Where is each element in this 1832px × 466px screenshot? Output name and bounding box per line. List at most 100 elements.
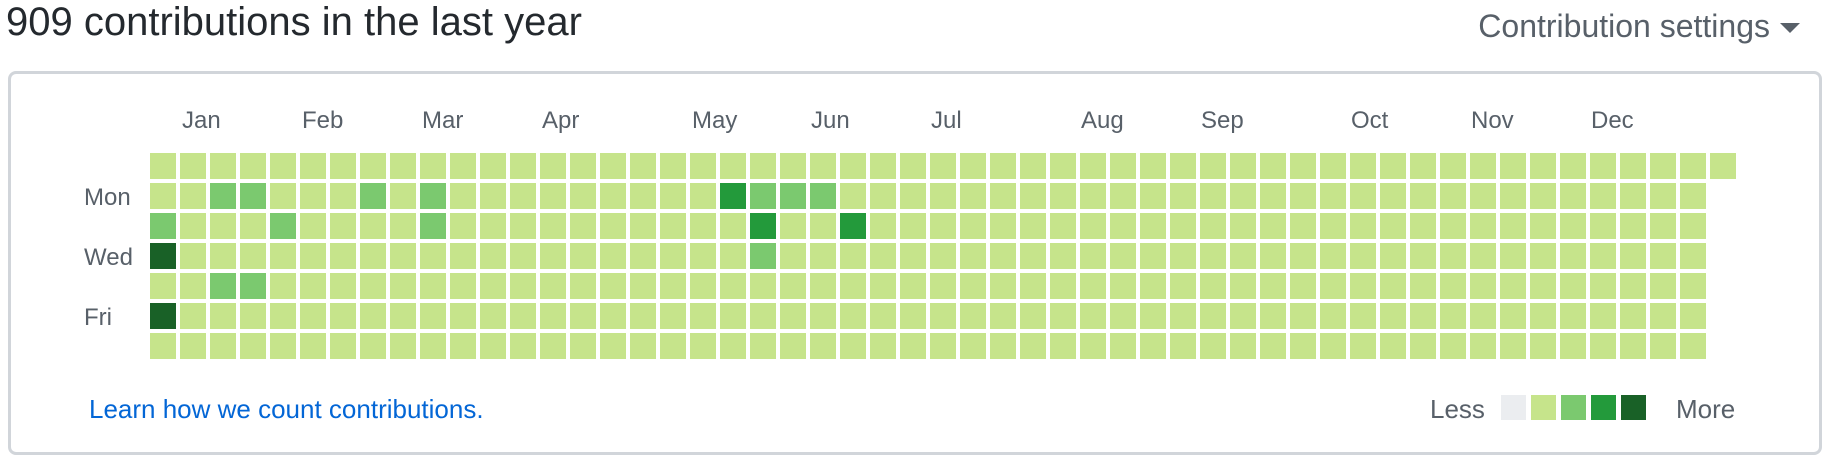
contribution-day-cell[interactable] [840, 153, 866, 179]
contribution-day-cell[interactable] [1050, 213, 1076, 239]
contribution-day-cell[interactable] [1320, 183, 1346, 209]
contribution-day-cell[interactable] [1560, 153, 1586, 179]
contribution-day-cell[interactable] [1380, 153, 1406, 179]
contribution-day-cell[interactable] [150, 213, 176, 239]
contribution-day-cell[interactable] [180, 333, 206, 359]
contribution-day-cell[interactable] [570, 213, 596, 239]
contribution-day-cell[interactable] [360, 273, 386, 299]
contribution-day-cell[interactable] [990, 333, 1016, 359]
contribution-day-cell[interactable] [870, 213, 896, 239]
contribution-day-cell[interactable] [1110, 303, 1136, 329]
contribution-day-cell[interactable] [180, 273, 206, 299]
contribution-day-cell[interactable] [480, 153, 506, 179]
contribution-day-cell[interactable] [780, 333, 806, 359]
contribution-day-cell[interactable] [810, 303, 836, 329]
contribution-day-cell[interactable] [1140, 213, 1166, 239]
contribution-day-cell[interactable] [1530, 213, 1556, 239]
contribution-day-cell[interactable] [570, 153, 596, 179]
contribution-day-cell[interactable] [690, 243, 716, 269]
contribution-day-cell[interactable] [450, 243, 476, 269]
contribution-day-cell[interactable] [1320, 333, 1346, 359]
contribution-day-cell[interactable] [660, 183, 686, 209]
contribution-day-cell[interactable] [450, 333, 476, 359]
contribution-day-cell[interactable] [1650, 153, 1676, 179]
contribution-day-cell[interactable] [1080, 303, 1106, 329]
contribution-day-cell[interactable] [330, 213, 356, 239]
contribution-day-cell[interactable] [210, 273, 236, 299]
contribution-day-cell[interactable] [240, 243, 266, 269]
contribution-day-cell[interactable] [960, 183, 986, 209]
contribution-day-cell[interactable] [180, 243, 206, 269]
contribution-day-cell[interactable] [1170, 183, 1196, 209]
contribution-day-cell[interactable] [720, 183, 746, 209]
contribution-day-cell[interactable] [1590, 273, 1616, 299]
contribution-day-cell[interactable] [1590, 243, 1616, 269]
contribution-day-cell[interactable] [1320, 303, 1346, 329]
contribution-day-cell[interactable] [540, 333, 566, 359]
contribution-day-cell[interactable] [1230, 243, 1256, 269]
contribution-day-cell[interactable] [1560, 333, 1586, 359]
contribution-day-cell[interactable] [990, 243, 1016, 269]
contribution-day-cell[interactable] [330, 183, 356, 209]
contribution-day-cell[interactable] [990, 213, 1016, 239]
contribution-day-cell[interactable] [1350, 183, 1376, 209]
contribution-day-cell[interactable] [960, 303, 986, 329]
contribution-day-cell[interactable] [930, 213, 956, 239]
contribution-day-cell[interactable] [300, 273, 326, 299]
contribution-day-cell[interactable] [480, 333, 506, 359]
contribution-day-cell[interactable] [510, 183, 536, 209]
contribution-day-cell[interactable] [1260, 333, 1286, 359]
contribution-day-cell[interactable] [570, 243, 596, 269]
contribution-day-cell[interactable] [1380, 273, 1406, 299]
contribution-day-cell[interactable] [1560, 243, 1586, 269]
contribution-day-cell[interactable] [1260, 273, 1286, 299]
contribution-day-cell[interactable] [960, 333, 986, 359]
contribution-day-cell[interactable] [720, 243, 746, 269]
contribution-day-cell[interactable] [1380, 333, 1406, 359]
contribution-day-cell[interactable] [1410, 333, 1436, 359]
contribution-day-cell[interactable] [390, 183, 416, 209]
contribution-day-cell[interactable] [840, 333, 866, 359]
contribution-day-cell[interactable] [210, 333, 236, 359]
contribution-day-cell[interactable] [1200, 213, 1226, 239]
contribution-day-cell[interactable] [270, 303, 296, 329]
contribution-day-cell[interactable] [210, 153, 236, 179]
contribution-day-cell[interactable] [810, 213, 836, 239]
contribution-day-cell[interactable] [210, 243, 236, 269]
contribution-day-cell[interactable] [240, 333, 266, 359]
contribution-day-cell[interactable] [1650, 333, 1676, 359]
contribution-day-cell[interactable] [1080, 153, 1106, 179]
contribution-day-cell[interactable] [1320, 213, 1346, 239]
contribution-day-cell[interactable] [1170, 243, 1196, 269]
contribution-day-cell[interactable] [930, 333, 956, 359]
contribution-day-cell[interactable] [360, 153, 386, 179]
contribution-day-cell[interactable] [990, 183, 1016, 209]
contribution-day-cell[interactable] [1080, 333, 1106, 359]
contribution-day-cell[interactable] [180, 153, 206, 179]
contribution-day-cell[interactable] [1260, 183, 1286, 209]
contribution-day-cell[interactable] [1620, 303, 1646, 329]
contribution-day-cell[interactable] [780, 303, 806, 329]
contribution-day-cell[interactable] [1230, 213, 1256, 239]
contribution-day-cell[interactable] [1140, 333, 1166, 359]
contribution-day-cell[interactable] [1260, 213, 1286, 239]
contribution-day-cell[interactable] [510, 303, 536, 329]
contribution-day-cell[interactable] [390, 273, 416, 299]
contribution-day-cell[interactable] [1590, 303, 1616, 329]
contribution-day-cell[interactable] [630, 333, 656, 359]
contribution-day-cell[interactable] [1410, 213, 1436, 239]
contribution-day-cell[interactable] [1620, 153, 1646, 179]
contribution-day-cell[interactable] [150, 333, 176, 359]
contribution-day-cell[interactable] [360, 333, 386, 359]
contribution-day-cell[interactable] [390, 213, 416, 239]
contribution-day-cell[interactable] [210, 213, 236, 239]
contribution-day-cell[interactable] [960, 213, 986, 239]
contribution-day-cell[interactable] [900, 303, 926, 329]
contribution-day-cell[interactable] [540, 243, 566, 269]
contribution-day-cell[interactable] [1290, 333, 1316, 359]
contribution-day-cell[interactable] [1530, 303, 1556, 329]
contribution-day-cell[interactable] [330, 273, 356, 299]
contribution-day-cell[interactable] [600, 273, 626, 299]
contribution-day-cell[interactable] [1230, 183, 1256, 209]
contribution-day-cell[interactable] [300, 303, 326, 329]
